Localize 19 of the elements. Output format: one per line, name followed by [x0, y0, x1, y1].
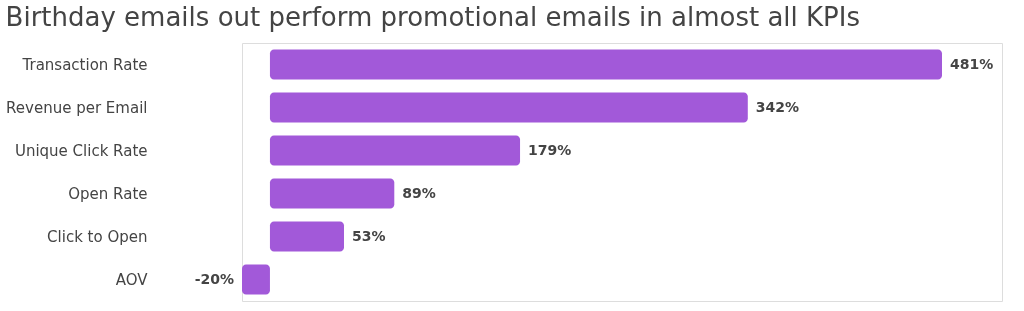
bar: [269, 49, 942, 80]
data-label: 179%: [528, 141, 572, 158]
bar: [269, 92, 748, 123]
bar: [269, 178, 395, 209]
data-label: 481%: [950, 55, 994, 72]
data-label: 53%: [352, 227, 386, 244]
y-tick-label: Revenue per Email: [6, 98, 148, 117]
y-tick-label: Transaction Rate: [21, 55, 148, 74]
y-tick-label: Click to Open: [47, 227, 148, 246]
data-label: -20%: [194, 270, 234, 287]
y-tick-label: AOV: [115, 270, 149, 289]
bar: [269, 135, 521, 166]
y-tick-label: Unique Click Rate: [14, 141, 148, 160]
bar: [242, 264, 270, 295]
bar: [269, 221, 344, 252]
chart-title: Birthday emails out perform promotional emails in almost all KPIs: [5, 2, 861, 32]
y-tick-label: Open Rate: [68, 184, 148, 203]
data-label: 89%: [402, 184, 436, 201]
data-label: 342%: [755, 98, 800, 115]
